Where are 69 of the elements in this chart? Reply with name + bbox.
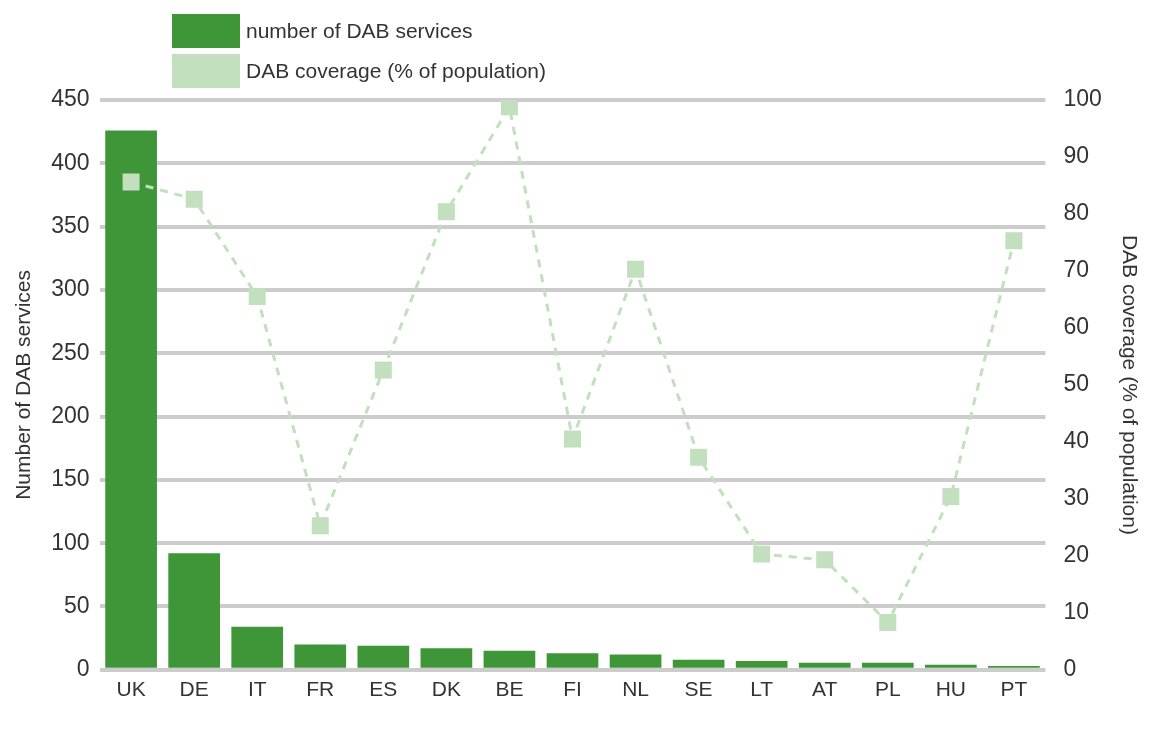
y-tick-label: 450 bbox=[51, 85, 90, 112]
point bbox=[437, 203, 455, 221]
point bbox=[753, 545, 771, 563]
y-tick-label: 250 bbox=[51, 338, 90, 365]
point bbox=[564, 430, 581, 448]
x-tick-label: FR bbox=[306, 677, 335, 701]
y2-tick-label: 100 bbox=[1063, 85, 1102, 112]
y-tick-label: 0 bbox=[76, 655, 90, 682]
y2-tick-label: 90 bbox=[1063, 142, 1090, 169]
x-tick-label: NL bbox=[622, 677, 649, 701]
x-tick-label: AT bbox=[812, 677, 838, 701]
bar bbox=[168, 553, 221, 668]
point bbox=[122, 173, 140, 191]
point bbox=[690, 448, 708, 466]
y2-tick-label: 20 bbox=[1063, 541, 1090, 568]
point bbox=[627, 260, 645, 278]
point bbox=[311, 517, 329, 535]
x-tick-label: DE bbox=[179, 677, 209, 701]
y2-tick-label: 60 bbox=[1063, 313, 1090, 340]
legend-label: DAB coverage (% of population) bbox=[246, 59, 546, 83]
y2-tick-label: 50 bbox=[1063, 370, 1090, 397]
bar bbox=[861, 662, 914, 668]
x-tick-label: DK bbox=[431, 677, 461, 701]
x-tick-label: LT bbox=[750, 677, 774, 701]
bar bbox=[609, 654, 662, 668]
bar bbox=[546, 653, 599, 668]
point bbox=[1005, 232, 1023, 250]
point bbox=[879, 614, 897, 631]
legend-label: number of DAB services bbox=[246, 19, 473, 43]
y-tick-label: 400 bbox=[51, 148, 90, 175]
point bbox=[942, 488, 960, 506]
x-tick-label: PT bbox=[1000, 677, 1028, 701]
y2-tick-label: 30 bbox=[1063, 484, 1090, 511]
x-tick-label: IT bbox=[247, 677, 267, 701]
x-tick-label: HU bbox=[935, 677, 967, 701]
x-tick-label: SE bbox=[684, 677, 713, 701]
point bbox=[185, 190, 203, 208]
bar bbox=[483, 650, 536, 668]
y2-tick-label: 80 bbox=[1063, 199, 1090, 226]
bar bbox=[420, 648, 473, 668]
point bbox=[374, 361, 392, 379]
point bbox=[816, 551, 834, 569]
bar bbox=[798, 662, 851, 668]
y2-tick-label: 0 bbox=[1063, 655, 1077, 682]
point bbox=[248, 288, 266, 306]
y-tick-label: 200 bbox=[51, 401, 90, 428]
x-tick-label: UK bbox=[116, 677, 146, 701]
y-tick-label: 100 bbox=[51, 528, 90, 555]
bar bbox=[294, 644, 347, 668]
y2-axis-title: DAB coverage (% of population) bbox=[1118, 234, 1142, 535]
x-tick-label: PL bbox=[874, 677, 901, 701]
y2-tick-label: 40 bbox=[1063, 427, 1090, 454]
bar bbox=[231, 626, 284, 668]
point bbox=[500, 100, 518, 116]
bar bbox=[357, 645, 410, 668]
y-tick-label: 350 bbox=[51, 211, 90, 238]
y2-tick-label: 70 bbox=[1063, 256, 1090, 283]
y-tick-label: 50 bbox=[63, 591, 90, 618]
x-tick-label: BE bbox=[495, 677, 524, 701]
bar bbox=[924, 664, 977, 668]
bar bbox=[105, 130, 157, 668]
x-tick-label: FI bbox=[563, 677, 582, 701]
y2-tick-label: 10 bbox=[1063, 598, 1090, 625]
y-tick-label: 150 bbox=[51, 465, 90, 492]
y-tick-label: 300 bbox=[51, 275, 90, 302]
x-tick-label: ES bbox=[369, 677, 398, 701]
bar bbox=[672, 659, 725, 668]
y-axis-title: Number of DAB services bbox=[11, 269, 35, 500]
bar bbox=[735, 660, 788, 668]
